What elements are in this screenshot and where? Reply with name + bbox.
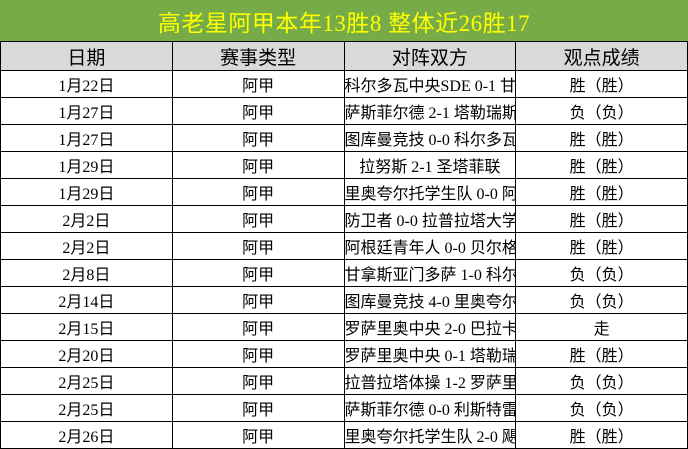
cell-result[interactable]: 胜（胜） — [515, 340, 688, 368]
cell-league[interactable]: 阿甲 — [171, 151, 345, 179]
cell-date[interactable]: 2月26日 — [0, 421, 173, 449]
cell-fixture[interactable]: 阿根廷青年人 0-0 贝尔格拉诺 — [343, 232, 517, 260]
cell-fixture[interactable]: 科尔多瓦中央SDE 0-1 甘拿斯亚门多萨 — [343, 70, 517, 98]
cell-date[interactable]: 2月14日 — [0, 286, 173, 314]
cell-date[interactable]: 1月27日 — [0, 124, 173, 152]
cell-fixture[interactable]: 拉努斯 2-1 圣塔菲联 — [343, 151, 517, 179]
cell-fixture[interactable]: 拉普拉塔体操 1-2 罗萨里奥中央 — [343, 367, 517, 395]
cell-league[interactable]: 阿甲 — [171, 70, 345, 98]
column-header-date[interactable]: 日期 — [0, 41, 173, 71]
cell-fixture[interactable]: 罗萨里奥中央 2-0 巴拉卡斯中央队 — [343, 313, 517, 341]
cell-league[interactable]: 阿甲 — [171, 421, 345, 449]
cell-result[interactable]: 负（负） — [515, 286, 688, 314]
cell-league[interactable]: 阿甲 — [171, 394, 345, 422]
cell-league[interactable]: 阿甲 — [171, 286, 345, 314]
cell-result[interactable]: 胜（胜） — [515, 421, 688, 449]
cell-fixture[interactable]: 里奥夸尔托学生队 2-0 飓风队 — [343, 421, 517, 449]
cell-result[interactable]: 负（负） — [515, 367, 688, 395]
cell-league[interactable]: 阿甲 — [171, 259, 345, 287]
cell-date[interactable]: 1月27日 — [0, 97, 173, 125]
cell-date[interactable]: 1月29日 — [0, 151, 173, 179]
cell-fixture[interactable]: 图库曼竞技 0-0 科尔多瓦中央SDE — [343, 124, 517, 152]
column-header-row: 日期 赛事类型 对阵双方 观点成绩 — [0, 41, 688, 71]
cell-league[interactable]: 阿甲 — [171, 340, 345, 368]
cell-result[interactable]: 走 — [515, 313, 688, 341]
title-row: 高老星阿甲本年13胜8 整体近26胜17 — [0, 0, 688, 42]
cell-result[interactable]: 胜（胜） — [515, 178, 688, 206]
table-row[interactable]: 1月27日 阿甲 萨斯菲尔德 2-1 塔勒瑞斯 负（负） — [0, 97, 688, 125]
cell-result[interactable]: 负（负） — [515, 259, 688, 287]
cell-date[interactable]: 2月25日 — [0, 367, 173, 395]
cell-date[interactable]: 2月20日 — [0, 340, 173, 368]
cell-league[interactable]: 阿甲 — [171, 367, 345, 395]
cell-result[interactable]: 负（负） — [515, 97, 688, 125]
cell-fixture[interactable]: 萨斯菲尔德 2-1 塔勒瑞斯 — [343, 97, 517, 125]
cell-league[interactable]: 阿甲 — [171, 313, 345, 341]
page-title: 高老星阿甲本年13胜8 整体近26胜17 — [0, 0, 688, 42]
cell-fixture[interactable]: 防卫者 0-0 拉普拉塔大学生 — [343, 205, 517, 233]
column-header-league[interactable]: 赛事类型 — [171, 41, 345, 71]
cell-date[interactable]: 2月25日 — [0, 394, 173, 422]
cell-date[interactable]: 1月22日 — [0, 70, 173, 98]
cell-date[interactable]: 2月8日 — [0, 259, 173, 287]
cell-date[interactable]: 2月2日 — [0, 232, 173, 260]
cell-result[interactable]: 胜（胜） — [515, 151, 688, 179]
cell-result[interactable]: 胜（胜） — [515, 232, 688, 260]
cell-league[interactable]: 阿甲 — [171, 97, 345, 125]
cell-league[interactable]: 阿甲 — [171, 178, 345, 206]
column-header-fixture[interactable]: 对阵双方 — [343, 41, 517, 71]
cell-fixture[interactable]: 罗萨里奥中央 0-1 塔勒瑞斯 — [343, 340, 517, 368]
column-header-result[interactable]: 观点成绩 — [515, 41, 688, 71]
cell-league[interactable]: 阿甲 — [171, 205, 345, 233]
cell-fixture[interactable]: 甘拿斯亚门多萨 1-0 科尔多瓦学院 — [343, 259, 517, 287]
table-row[interactable]: 2月2日 阿甲 防卫者 0-0 拉普拉塔大学生 胜（胜） — [0, 205, 688, 233]
cell-league[interactable]: 阿甲 — [171, 124, 345, 152]
cell-date[interactable]: 1月29日 — [0, 178, 173, 206]
cell-result[interactable]: 胜（胜） — [515, 205, 688, 233]
cell-result[interactable]: 胜（胜） — [515, 124, 688, 152]
cell-result[interactable]: 胜（胜） — [515, 70, 688, 98]
table-row[interactable]: 2月20日 阿甲 罗萨里奥中央 0-1 塔勒瑞斯 胜（胜） — [0, 340, 688, 368]
cell-date[interactable]: 2月15日 — [0, 313, 173, 341]
cell-date[interactable]: 2月2日 — [0, 205, 173, 233]
cell-result[interactable]: 负（负） — [515, 394, 688, 422]
table-row[interactable]: 2月25日 阿甲 萨斯菲尔德 0-0 利斯特雷 负（负） — [0, 394, 688, 422]
cell-fixture[interactable]: 图库曼竞技 4-0 里奥夸尔托学生队 — [343, 286, 517, 314]
cell-fixture[interactable]: 萨斯菲尔德 0-0 利斯特雷 — [343, 394, 517, 422]
table-row[interactable]: 1月29日 阿甲 拉努斯 2-1 圣塔菲联 胜（胜） — [0, 151, 688, 179]
cell-league[interactable]: 阿甲 — [171, 232, 345, 260]
cell-fixture[interactable]: 里奥夸尔托学生队 0-0 阿根廷青年人 — [343, 178, 517, 206]
